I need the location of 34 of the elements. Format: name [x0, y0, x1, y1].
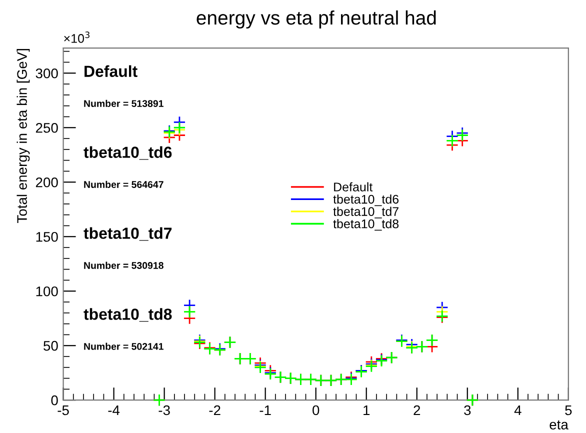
- y-tick-label: 250: [36, 122, 58, 133]
- annotation: tbeta10_td8: [84, 308, 172, 322]
- x-tick-label: -1: [260, 405, 271, 416]
- y-tick-label: 100: [36, 286, 58, 296]
- x-tick-label: -4: [108, 405, 120, 416]
- annotation: Number = 564647: [84, 180, 164, 188]
- annotation: Number = 502141: [84, 342, 164, 350]
- annotation: tbeta10_td7: [84, 227, 172, 241]
- y-tick-label: 150: [36, 232, 58, 242]
- annotation: tbeta10_td6: [84, 146, 172, 160]
- annotation: Number = 513891: [84, 100, 164, 108]
- x-axis-title: eta: [550, 420, 568, 430]
- y-tick-label: 0: [51, 395, 58, 406]
- x-tick-label: 2: [414, 405, 420, 416]
- text: ×10$^{3}$: [64, 31, 90, 43]
- legend-label: tbeta10_td8: [333, 219, 399, 231]
- y-axis-title: Total energy in eta bin [GeV]: [16, 49, 30, 223]
- x-tick-label: 0: [312, 405, 320, 416]
- chart-title: energy vs eta pf neutral had: [196, 10, 436, 29]
- annotation: Number = 530918: [84, 262, 164, 269]
- x-tick-label: -5: [58, 405, 69, 416]
- x-tick-label: -3: [158, 405, 170, 416]
- x-tick-label: 4: [514, 405, 522, 416]
- x-tick-label: 1: [364, 405, 370, 416]
- legend-label: tbeta10_td6: [333, 194, 399, 206]
- annotation: Default: [84, 65, 138, 77]
- x-tick-label: 5: [565, 405, 572, 416]
- x-tick-label: -2: [209, 405, 220, 416]
- y-tick-label: 200: [36, 177, 58, 188]
- y-tick-label: 300: [36, 68, 58, 78]
- legend-label: Default: [334, 182, 373, 192]
- legend-label: tbeta10_td7: [333, 206, 398, 218]
- x-tick-label: 3: [464, 405, 471, 416]
- y-tick-label: 50: [44, 340, 58, 351]
